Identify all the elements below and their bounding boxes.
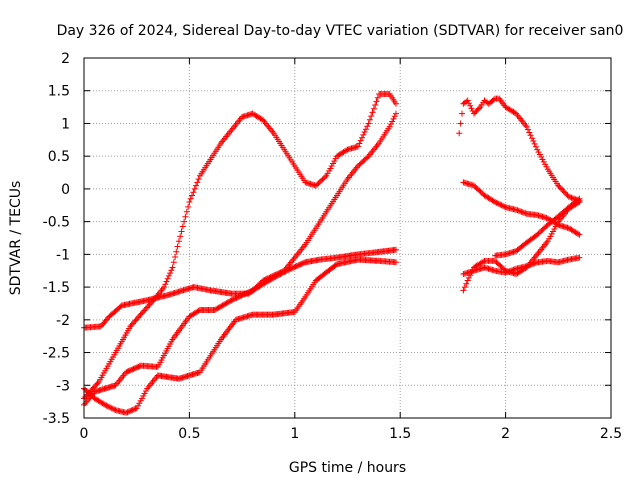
x-tick-label: 0.5	[178, 426, 200, 442]
data-point-markers	[456, 95, 583, 204]
x-tick-label: 2.5	[600, 426, 622, 442]
grid	[84, 58, 611, 418]
y-tick-label: -1	[56, 247, 70, 263]
data-point-markers	[460, 254, 583, 277]
x-tick-label: 1	[290, 426, 299, 442]
y-tick-label: -3.5	[43, 411, 70, 427]
series-track-4	[81, 91, 399, 402]
data-point-markers	[81, 91, 399, 402]
series-track-5	[460, 179, 583, 238]
y-tick-label: -2.5	[43, 346, 70, 362]
y-tick-label: 0	[61, 182, 70, 198]
plot-frame	[83, 57, 612, 419]
series-track-7	[460, 254, 583, 277]
series-track-9	[492, 195, 583, 259]
y-tick-label: -1.5	[43, 280, 70, 296]
data-point-markers	[460, 179, 583, 238]
y-tick-label: 0.5	[48, 149, 70, 165]
x-tick-label: 2	[501, 426, 510, 442]
x-tick-label: 0	[80, 426, 89, 442]
y-tick-label: 2	[61, 51, 70, 67]
x-tick-label: 1.5	[389, 426, 411, 442]
y-tick-label: -3	[56, 378, 70, 394]
chart-title: Day 326 of 2024, Sidereal Day-to-day VTE…	[57, 23, 624, 39]
axes: 0 0.5 1 1.5 2 2.5 -3.5 -3 -2.5 -2 -1.5 -1 -0.5 0 0.5 1 1…	[43, 51, 622, 442]
y-tick-label: 1.5	[48, 84, 70, 100]
x-axis-label: GPS time / hours	[289, 460, 406, 476]
y-tick-label: 1	[61, 116, 70, 132]
plot-area	[81, 91, 583, 416]
y-axis-label: SDTVAR / TECUs	[8, 181, 24, 296]
y-tick-label: -2	[56, 313, 70, 329]
series-track-2	[81, 256, 399, 416]
y-tick-label: -0.5	[43, 215, 70, 231]
data-point-markers	[492, 195, 583, 259]
series-track-8	[456, 95, 583, 204]
data-point-markers	[81, 256, 399, 416]
